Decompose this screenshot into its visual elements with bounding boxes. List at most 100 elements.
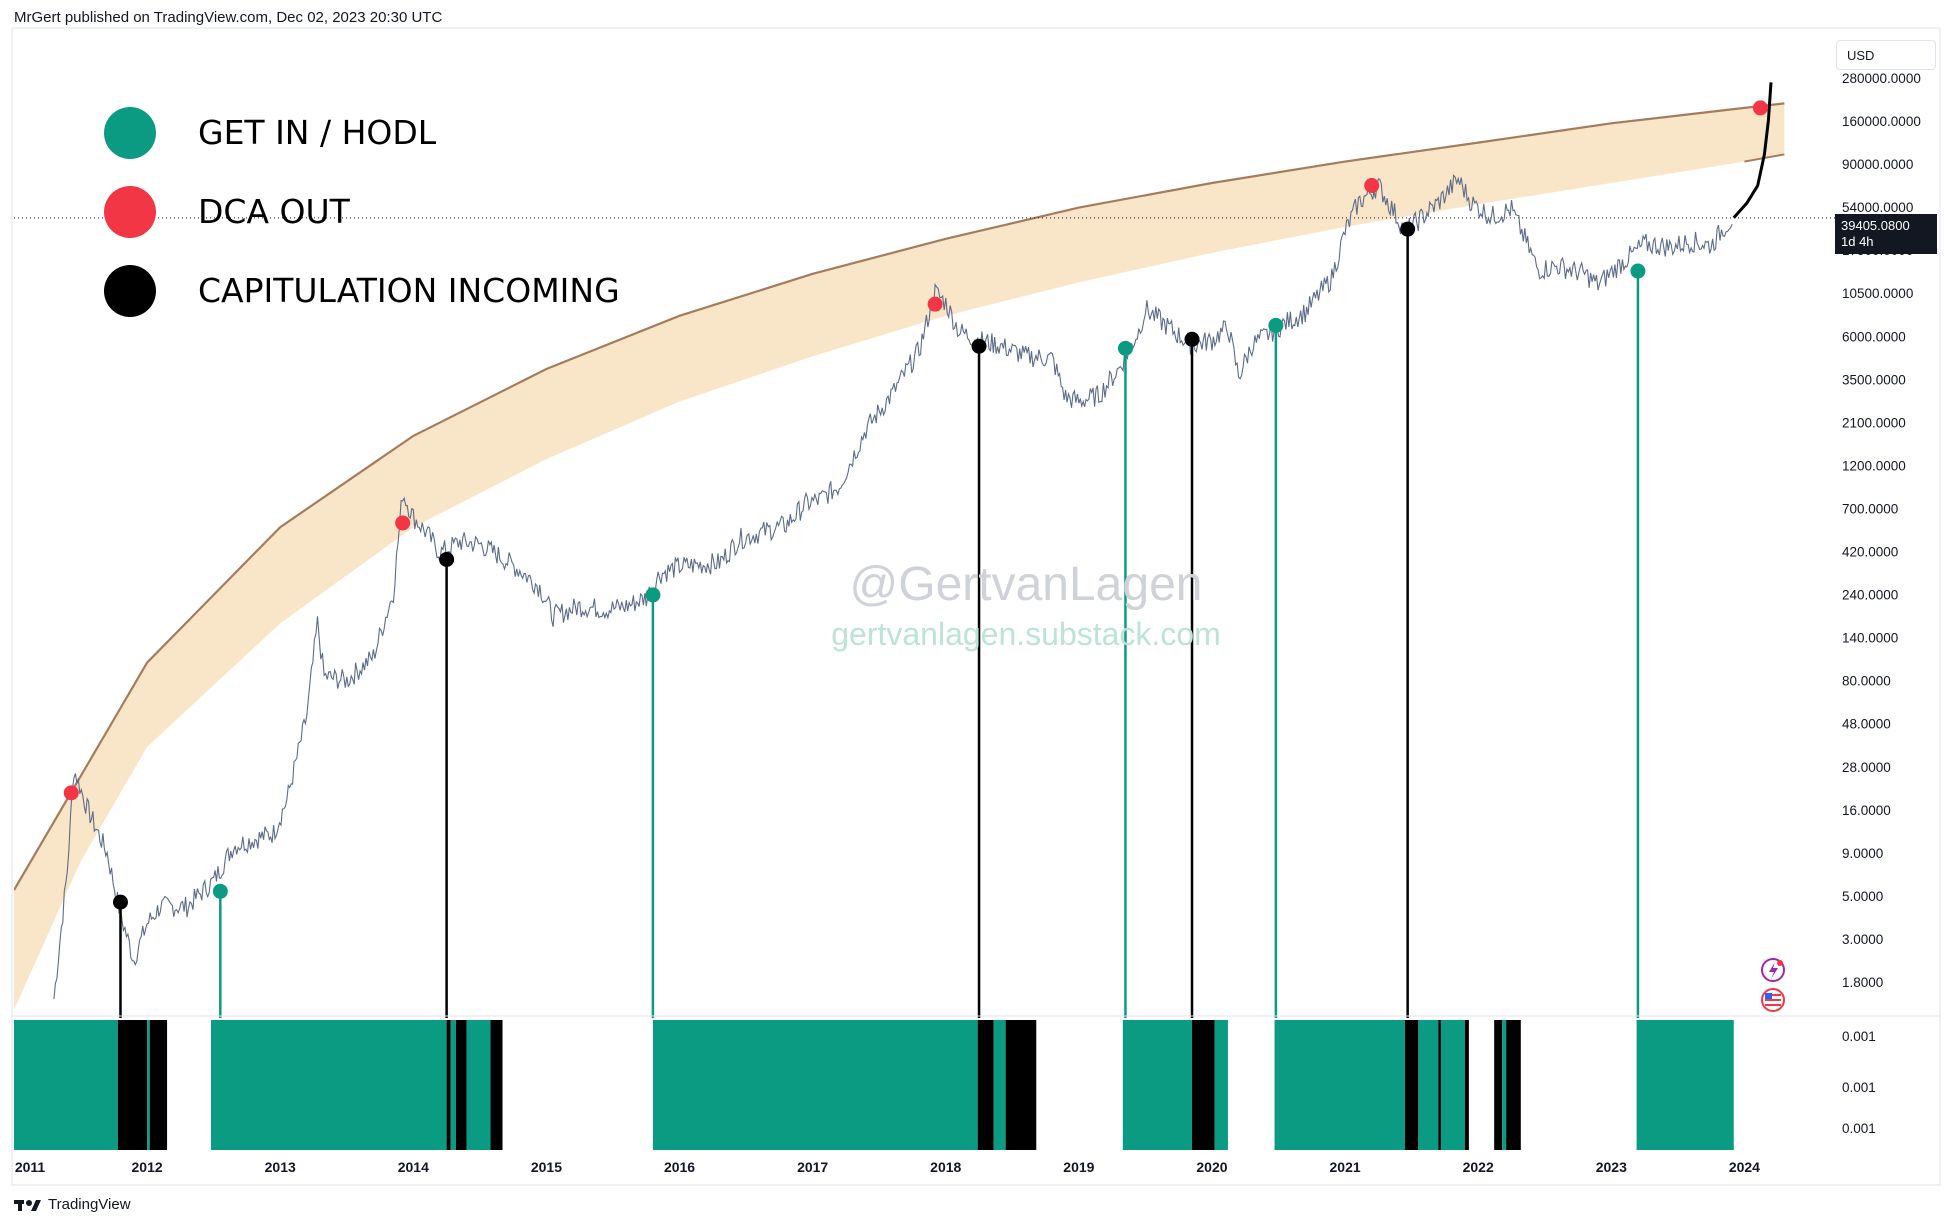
tradingview-brand[interactable]: TradingView [14,1196,131,1213]
price-layer [53,82,1773,1000]
time-axis-label: 2016 [664,1159,695,1175]
flash-icon[interactable] [1761,958,1785,982]
current-price-value: 39405.0800 [1841,218,1910,233]
indicator-segment-get-in [466,1020,491,1150]
indicator-segment-get-in [1122,1020,1193,1150]
legend-swatch [104,186,156,238]
marker-dca-out[interactable] [63,785,79,801]
marker-get-in[interactable] [1630,263,1646,279]
currency-selector[interactable]: USD [1836,40,1936,70]
rainbow-band-top-line [14,102,1785,891]
time-axis-label: 2023 [1596,1159,1627,1175]
marker-dca-out[interactable] [1752,100,1768,116]
legend-label: DCA OUT [198,192,351,231]
indicator-segment-get-in [1418,1020,1439,1150]
price-scale-label: 420.0000 [1842,545,1898,560]
legend-label: CAPITULATION INCOMING [198,271,620,310]
indicator-segment-capitulation [117,1020,148,1150]
time-axis-label: 2015 [531,1159,562,1175]
indicator-segment-capitulation [1438,1020,1441,1150]
chart-frame [11,27,1941,1186]
indicator-segment-capitulation [1005,1020,1037,1150]
time-axis-label: 2022 [1463,1159,1494,1175]
indicator-segment-get-in [1502,1020,1507,1150]
indicator-scale-label: 0.001 [1842,1080,1876,1095]
time-axis-label: 2018 [930,1159,961,1175]
marker-capitulation[interactable] [1400,221,1416,237]
price-scale-label: 80.0000 [1842,674,1891,689]
indicator-segment-get-in [147,1020,150,1150]
indicator-scale-label: 0.001 [1842,1029,1876,1044]
time-axis-label: 2024 [1729,1159,1760,1175]
indicator-segment-capitulation [149,1020,168,1150]
indicator-segment-capitulation [1464,1020,1469,1150]
indicator-segment-capitulation [446,1020,451,1150]
indicator-segment-get-in [450,1020,456,1150]
indicator-segment-get-in [652,1020,978,1150]
time-axis-label: 2019 [1063,1159,1094,1175]
projection-series [1732,82,1773,219]
indicator-scale-label: 0.001 [1842,1121,1876,1136]
time-axis-label: 2020 [1196,1159,1227,1175]
marker-dca-out[interactable] [395,515,411,531]
price-scale-label: 54000.0000 [1842,200,1913,215]
time-axis-label: 2011 [15,1159,46,1175]
legend-layer: GET IN / HODL DCA OUT CAPITULATION INCOMIN… [104,107,620,317]
axis-layer: 280000.0000 160000.0000 90000.0000 54000.00… [15,71,1921,1175]
price-scale-label: 90000.0000 [1842,157,1913,172]
band-layer [14,102,1835,1010]
indicator-layer [12,1015,1940,1150]
tradingview-label: TradingView [48,1196,131,1213]
price-scale-label: 3500.0000 [1842,372,1906,387]
indicator-segment-get-in [14,1020,118,1150]
price-scale-label: 700.0000 [1842,501,1898,516]
legend-label: GET IN / HODL [198,113,437,152]
marker-get-in[interactable] [212,883,228,899]
indicator-segment-get-in [1274,1020,1405,1150]
marker-dca-out[interactable] [1364,178,1380,194]
price-scale-label: 1.8000 [1842,975,1883,990]
marker-get-in[interactable] [645,587,661,603]
indicator-segment-capitulation [490,1020,503,1150]
indicator-segment-get-in [993,1020,1006,1150]
time-axis-label: 2021 [1330,1159,1361,1175]
marker-get-in[interactable] [1268,317,1284,333]
watermark-url: gertvanlagen.substack.com [831,616,1221,652]
price-scale-label: 3.0000 [1842,932,1883,947]
indicator-segment-capitulation [1494,1020,1503,1150]
indicator-segment-get-in [1440,1020,1465,1150]
tradingview-logo-icon [14,1199,41,1211]
indicator-segment-capitulation [1192,1020,1215,1150]
price-scale-label: 140.0000 [1842,631,1898,646]
indicator-segment-get-in [1636,1020,1734,1150]
marker-capitulation[interactable] [439,551,455,567]
current-price-label: 39405.0800 1d 4h [1835,214,1937,254]
indicator-segment-get-in [211,1020,447,1150]
marker-get-in[interactable] [1117,340,1133,356]
us-flag-icon[interactable] [1761,988,1785,1012]
marker-capitulation[interactable] [971,338,987,354]
indicator-segment-capitulation [1506,1020,1521,1150]
marker-dca-out[interactable] [927,296,943,312]
rainbow-band-fill [14,103,1785,1010]
price-scale-label: 160000.0000 [1842,114,1921,129]
legend-swatch [104,107,156,159]
marker-capitulation[interactable] [112,894,128,910]
time-axis-label: 2014 [398,1159,429,1175]
price-scale-label: 5.0000 [1842,889,1883,904]
watermark-handle: @GertvanLagen [850,558,1203,611]
price-scale-label: 48.0000 [1842,717,1891,732]
price-scale-label: 16.0000 [1842,803,1891,818]
price-scale-label: 28.0000 [1842,760,1891,775]
time-axis-label: 2012 [132,1159,163,1175]
price-scale-label: 10500.0000 [1842,286,1913,301]
price-scale-label: 6000.0000 [1842,329,1906,344]
marker-layer [63,100,1768,1018]
marker-capitulation[interactable] [1184,331,1200,347]
indicator-segment-get-in [1214,1020,1228,1150]
time-axis-label: 2017 [797,1159,828,1175]
indicator-segment-capitulation [1404,1020,1419,1150]
price-scale-label: 9.0000 [1842,846,1883,861]
price-scale-label: 1200.0000 [1842,458,1906,473]
